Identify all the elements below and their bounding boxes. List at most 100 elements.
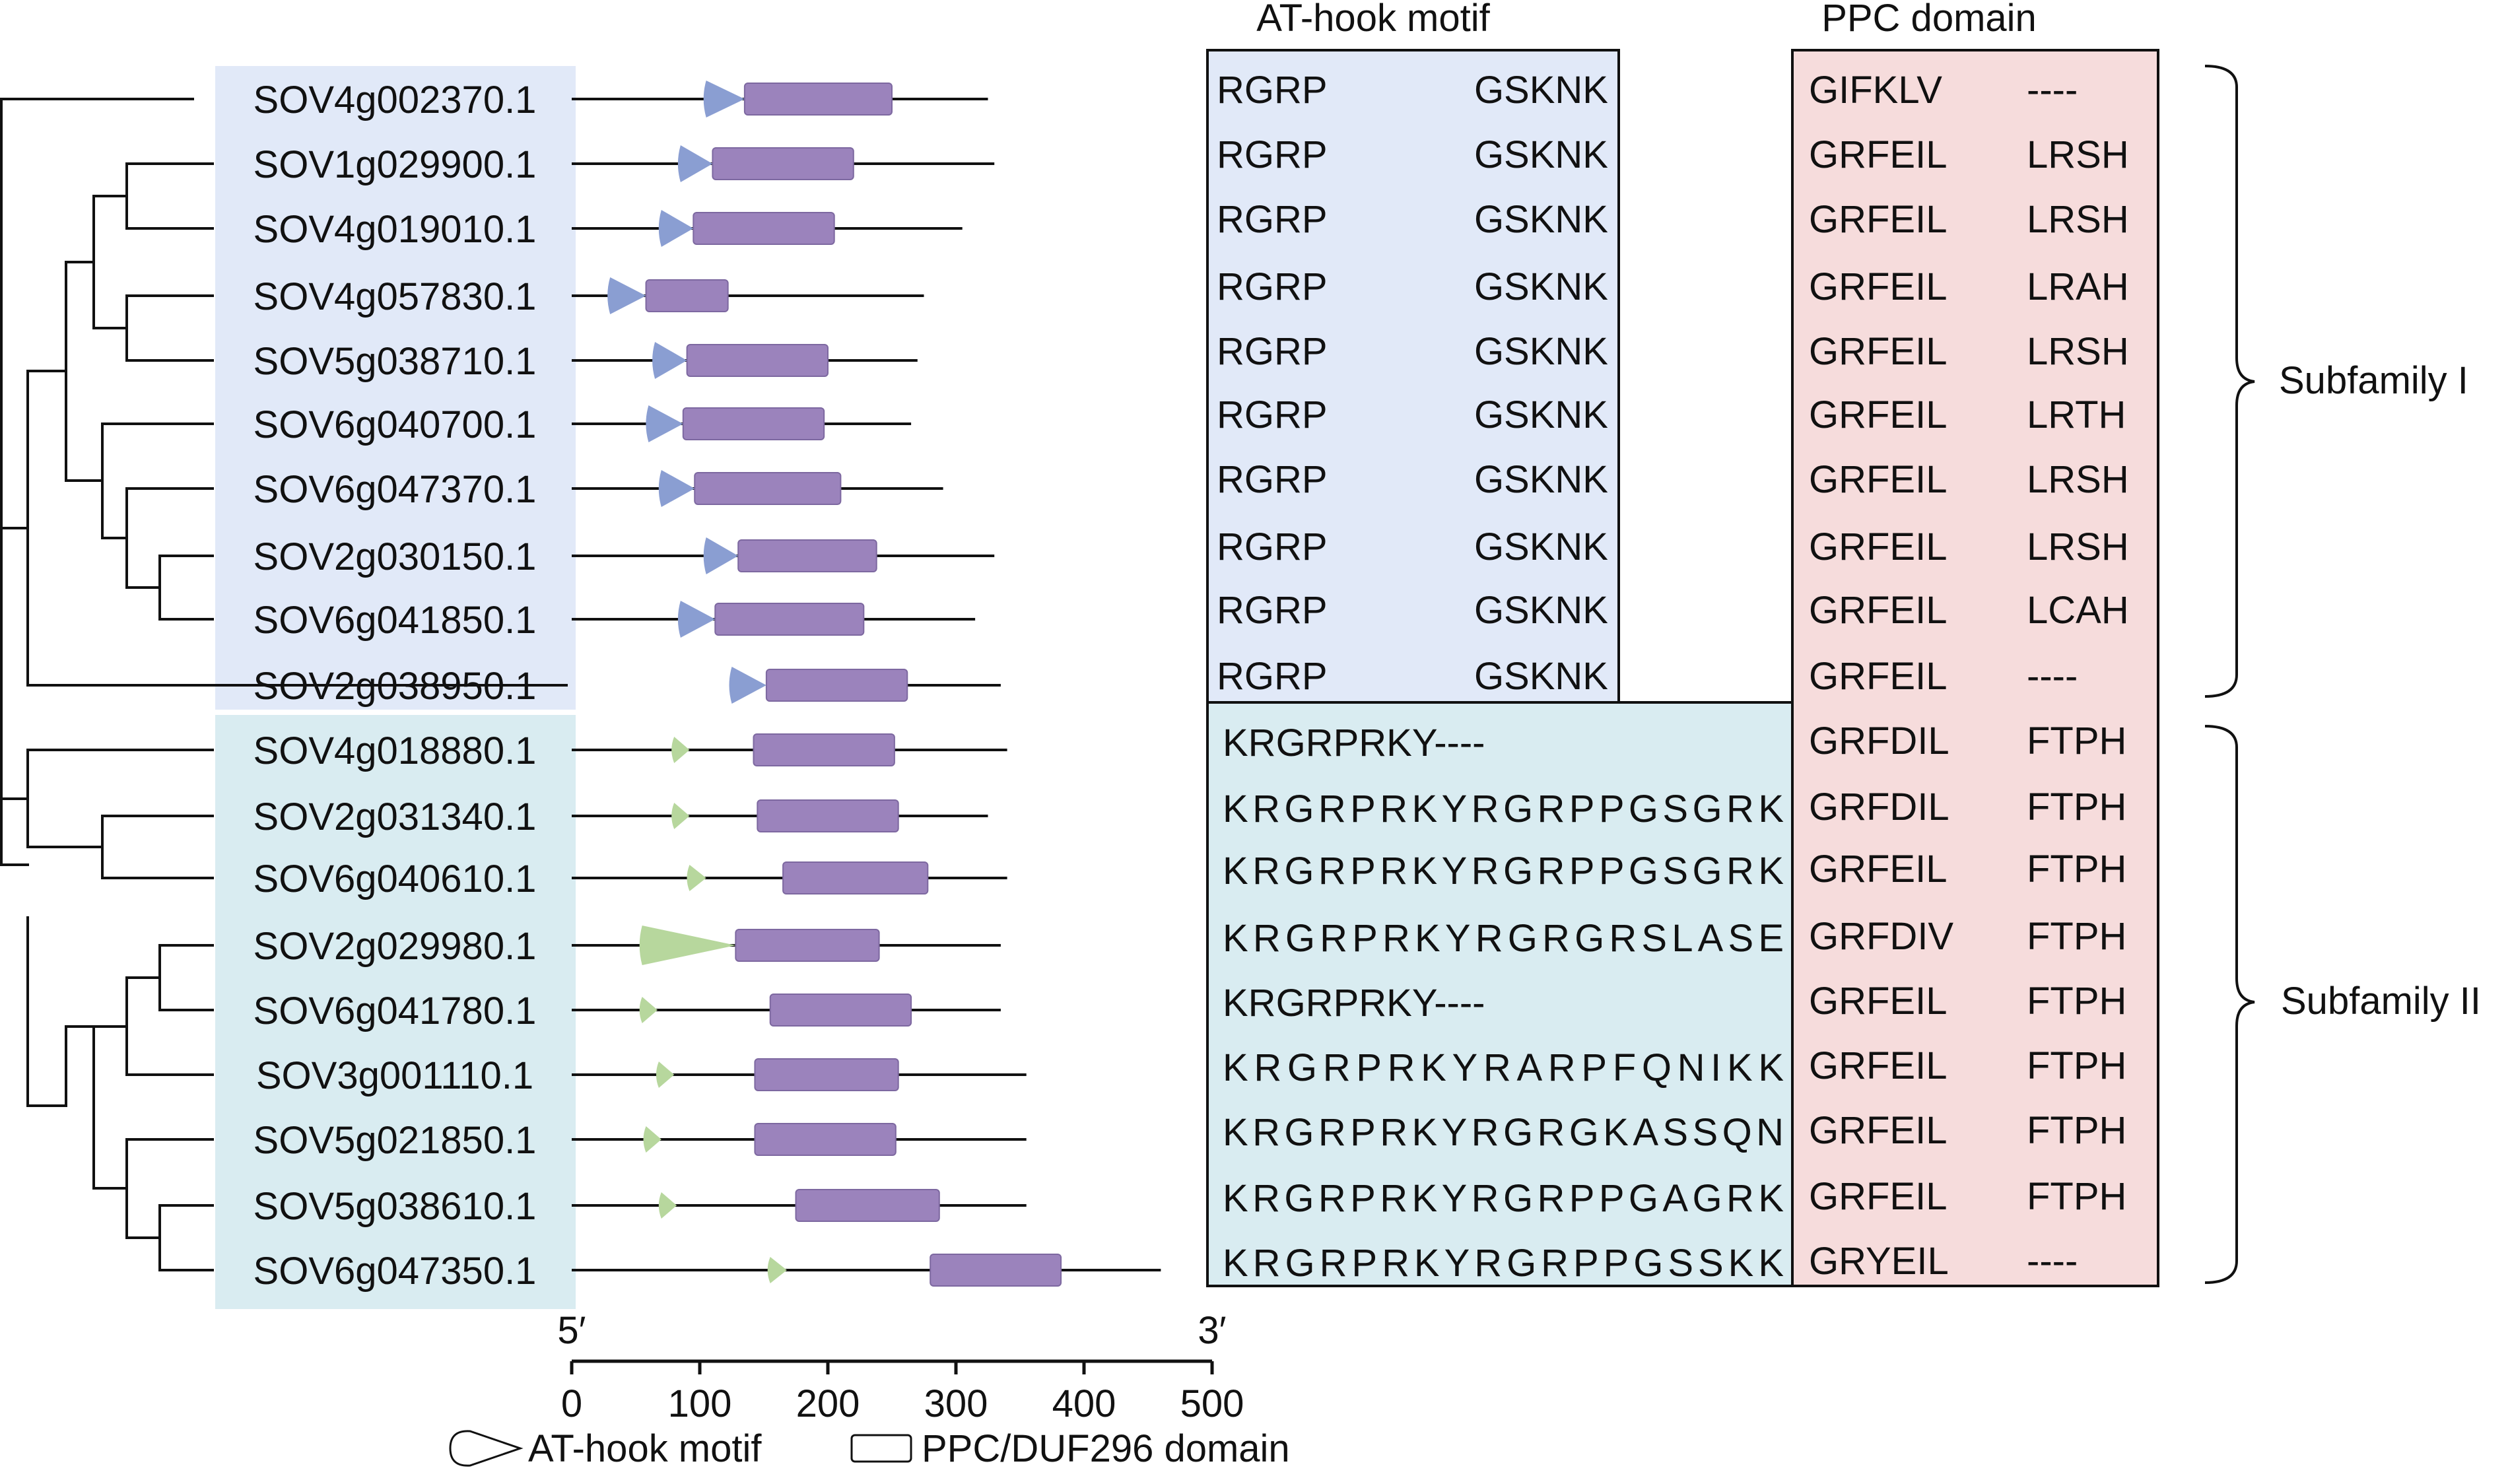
at-hook-motif-marker [658,470,695,507]
axis-tick-label: 0 [561,1382,582,1425]
ppc-left-motif: GRFEIL [1809,655,1948,698]
ppc-right-motif: LRSH [2027,458,2129,501]
ppc-domain-bar [743,83,893,116]
at-hook-left-motif: RGRP [1217,525,1328,568]
gene-row: SOV3g001110.1 KRGRPRKYRARPFQNIKK GRFEIL FTP… [256,1044,2127,1097]
at-hook-motif-marker [687,865,706,891]
legend-at-hook-icon [449,1430,524,1467]
ppc-left-motif: GRFEIL [1809,1044,1948,1087]
at-hook-motif-marker [607,277,646,314]
ppc-right-motif: ---- [2027,655,2078,698]
phylogenetic-tree [0,98,568,1271]
ppc-left-motif: GRFEIL [1809,198,1948,241]
at-hook-right-motif: GSKNK [1474,69,1608,112]
at-hook-right-motif: GSKNK [1474,655,1608,698]
gene-id: SOV5g038610.1 [254,1185,537,1228]
at-hook-column-header: AT-hook motif [1256,0,1490,40]
at-hook-right-motif: GSKNK [1474,458,1608,501]
legend-ppc-icon [850,1434,912,1463]
ppc-domain-bar [757,799,899,832]
at-hook-motif-marker [646,405,683,442]
gene-id: SOV6g041850.1 [254,599,537,642]
ppc-domain-bar [795,1189,940,1222]
gene-row: SOV1g029900.1 RGRP GSKNK GRFEIL LRSH [254,133,2129,186]
axis-tick-label: 300 [924,1382,988,1425]
ppc-right-motif: FTPH [2027,980,2126,1023]
ppc-left-motif: GRYEIL [1809,1240,1949,1283]
at-hook-motif-sequence: KRGRPRKYRARPFQNIKK [1223,1046,1784,1089]
gene-id: SOV4g018880.1 [254,729,537,772]
ppc-right-motif: LRSH [2027,198,2129,241]
axis-tick-label: 200 [796,1382,860,1425]
at-hook-right-motif: GSKNK [1474,330,1608,373]
at-hook-motif-marker [703,81,745,118]
gene-id: SOV2g029980.1 [254,925,537,968]
at-hook-motif-sequence: KRGRPRKY---- [1223,982,1485,1025]
gene-row: SOV5g038710.1 RGRP GSKNK GRFEIL LRSH [254,330,2129,383]
ppc-domain-bar [754,1123,897,1156]
gene-id: SOV6g041780.1 [254,990,537,1032]
axis-tick-label: 100 [668,1382,732,1425]
ppc-right-motif: ---- [2027,1240,2078,1283]
axis-tick-label: 500 [1180,1382,1244,1425]
gene-id: SOV6g040610.1 [254,858,537,900]
at-hook-motif-marker [656,1062,675,1088]
at-hook-left-motif: RGRP [1217,69,1328,112]
ppc-domain-bar [694,472,842,505]
gene-id: SOV6g047350.1 [254,1250,537,1293]
gene-row: SOV4g057830.1 RGRP GSKNK GRFEIL LRAH [254,265,2129,318]
ppc-domain-box [1791,49,2159,1287]
at-hook-motif-marker [729,667,766,704]
ppc-right-motif: FTPH [2027,915,2126,958]
at-hook-motif-sequence: KRGRPRKYRGRPPGSGRK [1223,788,1784,830]
gene-row: SOV2g038950.1 RGRP GSKNK GRFEIL ---- [254,655,2078,708]
at-hook-motif-marker [703,537,739,574]
gene-row: SOV4g002370.1 RGRP GSKNK GIFKLV ---- [254,69,2078,121]
gene-id: SOV1g029900.1 [254,143,537,186]
gene-id: SOV4g019010.1 [254,208,537,251]
ppc-right-motif: LRSH [2027,525,2129,568]
ppc-right-motif: FTPH [2027,720,2126,762]
legend: AT-hook motif PPC/DUF296 domain [449,1427,1290,1470]
subfamily-i-id-panel [215,66,576,710]
subfamily-i-label: Subfamily I [2279,359,2468,402]
ppc-left-motif: GRFEIL [1809,848,1948,891]
gene-row: SOV6g041850.1 RGRP GSKNK GRFEIL LCAH [254,589,2129,642]
at-hook-motif-marker [767,1257,787,1283]
ppc-left-motif: GRFEIL [1809,133,1948,176]
gene-row: SOV6g040610.1 KRGRPRKYRGRPPGSGRK GRFEIL FTP… [254,848,2127,900]
ppc-right-motif: FTPH [2027,848,2126,891]
at-hook-motif-marker [652,342,687,379]
ppc-domain-bar [682,407,825,440]
at-hook-left-motif: RGRP [1217,655,1328,698]
ppc-right-motif: FTPH [2027,786,2126,828]
at-hook-motif-marker [677,601,716,638]
ppc-right-motif: FTPH [2027,1044,2126,1087]
at-hook-motif-sequence: KRGRPRKYRGRPPGSGRK [1223,850,1784,893]
subfamily-ii-id-panel [215,715,576,1309]
at-hook-left-motif: RGRP [1217,265,1328,308]
ppc-domain-bar [645,279,729,312]
ppc-left-motif: GIFKLV [1809,69,1942,112]
ppc-left-motif: GRFEIL [1809,1175,1948,1218]
legend-ppc-label: PPC/DUF296 domain [922,1427,1290,1470]
ppc-domain-bar [930,1254,1062,1287]
length-axis: 5′ 3′ 0 100 200 300 400 500 [557,1309,1244,1425]
axis-start-label: 5′ [557,1309,586,1352]
gene-id: SOV2g030150.1 [254,535,537,578]
at-hook-left-motif: RGRP [1217,198,1328,241]
ppc-domain-bar [712,147,854,180]
ppc-right-motif: LRSH [2027,330,2129,373]
at-hook-motif-sequence: KRGRPRKYRGRPPGAGRK [1223,1177,1784,1220]
gene-row: SOV6g047370.1 RGRP GSKNK GRFEIL LRSH [254,458,2129,511]
axis-tick-label: 400 [1052,1382,1116,1425]
at-hook-right-motif: GSKNK [1474,133,1608,176]
ppc-left-motif: GRFEIL [1809,1109,1948,1152]
at-hook-motif-marker [658,1192,677,1219]
at-hook-motif-marker [658,210,694,247]
gene-id: SOV5g038710.1 [254,340,537,383]
axis-end-label: 3′ [1198,1309,1226,1352]
ppc-right-motif: ---- [2027,69,2078,112]
at-hook-motif-marker [671,737,690,763]
